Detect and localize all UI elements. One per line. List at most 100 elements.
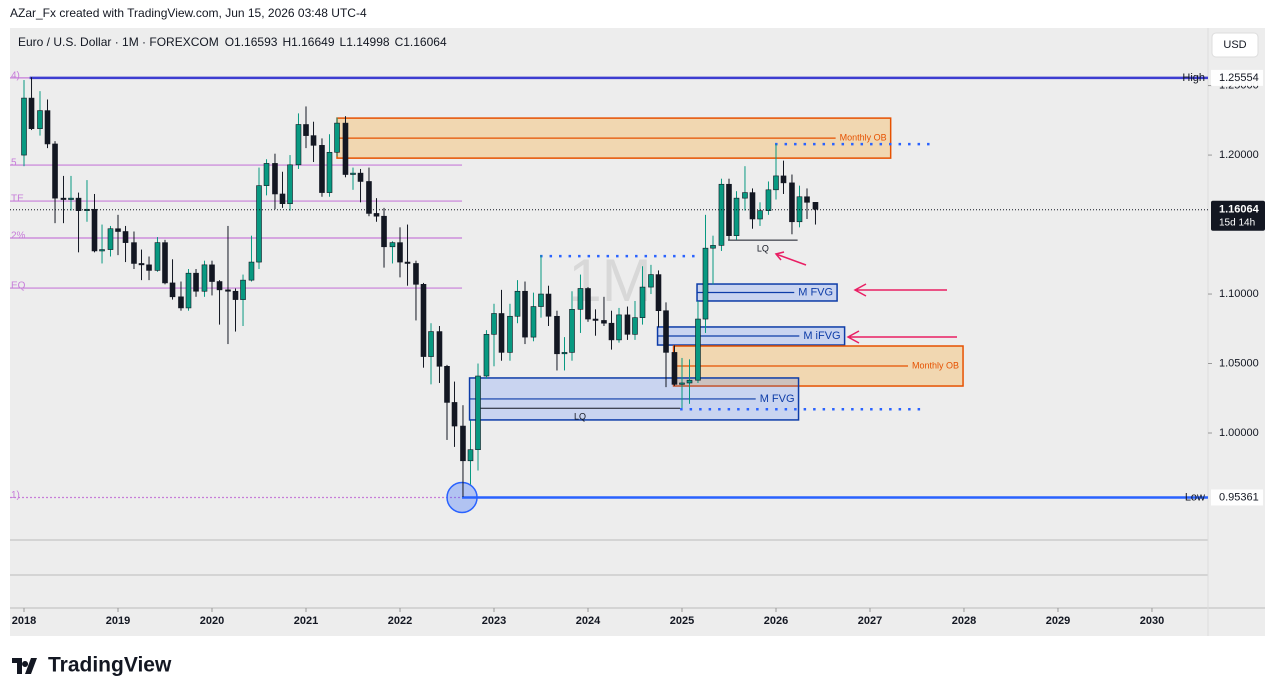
candle-body (68, 197, 74, 200)
candle-body (37, 110, 43, 129)
candle-body (601, 320, 607, 324)
candle-body (154, 242, 161, 271)
fib-label: 1) (11, 490, 20, 501)
candle-body (577, 288, 584, 310)
candle-body (460, 425, 466, 462)
candle-body (420, 284, 427, 357)
candle-body (812, 202, 819, 210)
arrow (846, 330, 957, 344)
candle-body (765, 189, 772, 211)
x-tick-label: 2022 (388, 615, 412, 627)
candle-body (773, 175, 779, 191)
candle-body (146, 264, 152, 271)
candle-body (616, 314, 622, 341)
fib-label: 2% (11, 231, 26, 242)
x-tick-label: 2026 (764, 615, 788, 627)
zone-label: Monthly OB (912, 360, 959, 370)
ohlc-item: H1.16649 (282, 35, 334, 49)
candle-body (107, 228, 114, 250)
candle-body (726, 183, 732, 236)
candle-body (444, 365, 450, 403)
candle-body (319, 145, 325, 193)
fib-label: 5 (11, 158, 17, 169)
zone-label: M iFVG (803, 330, 840, 342)
zone-label: Monthly OB (840, 132, 887, 142)
ohlc-part: 1.16649 (291, 35, 335, 49)
ohlc-item: O1.16593 (225, 35, 278, 49)
candle-body (263, 163, 270, 186)
candle-body (522, 290, 528, 338)
fib-label: EQ (11, 281, 26, 292)
candle-body (287, 164, 293, 205)
low-badge (1211, 489, 1263, 506)
ohlc-part: C (394, 35, 404, 49)
candle-body (757, 210, 763, 220)
candle-body (742, 192, 748, 199)
arrow (853, 283, 947, 297)
ohlc-item: L1.14998 (340, 35, 390, 49)
candle-body (789, 182, 795, 223)
x-tick-label: 2021 (294, 615, 318, 627)
symbol: Euro / U.S. Dollar · 1M · FOREXCOM (18, 35, 219, 49)
candle-body (44, 110, 51, 145)
candle-body (671, 352, 678, 385)
candle-body (592, 318, 599, 321)
candle-body (91, 208, 98, 252)
candle-body (702, 247, 709, 320)
high-badge (1211, 69, 1263, 86)
low-circle (446, 481, 478, 514)
candle-body (350, 172, 356, 175)
candle-body (201, 264, 208, 292)
candle-body (686, 379, 693, 384)
candle-body (256, 185, 262, 263)
x-tick-label: 2024 (576, 615, 601, 627)
candle-body (632, 317, 638, 335)
x-tick-label: 2029 (1046, 615, 1070, 627)
tradingview-logo (12, 658, 37, 674)
candle-body (28, 97, 35, 129)
candle-body (467, 449, 474, 462)
candle-body (303, 124, 309, 136)
high-value: 1.25554 (1219, 72, 1259, 84)
candle-body (193, 272, 199, 292)
x-tick-label: 2020 (200, 615, 224, 627)
candle-body (796, 196, 803, 223)
y-tick-label: 1.20000 (1219, 149, 1259, 161)
candle-body (780, 175, 787, 184)
fib-label: TE (11, 194, 24, 205)
currency-button[interactable] (1211, 32, 1259, 58)
candle-body (75, 197, 82, 211)
candle-body (514, 290, 521, 317)
last-price: 1.16064 (1219, 204, 1260, 216)
candle-body (122, 231, 129, 243)
x-tick-label: 2023 (482, 615, 506, 627)
candle-body (342, 122, 349, 175)
candle-body (428, 331, 434, 357)
candle-body (695, 318, 701, 381)
ohlc-part: H (282, 35, 292, 49)
ohlc-item: C1.16064 (395, 35, 447, 49)
x-tick-label: 2018 (12, 615, 36, 627)
ohlc-part: 1.14998 (346, 35, 390, 49)
low-label: Low (1185, 491, 1205, 503)
candle-body (507, 315, 513, 353)
candle-body (545, 293, 552, 317)
y-tick-label: 1.10000 (1219, 288, 1259, 300)
candle-body (397, 242, 403, 263)
lq-label: LQ (757, 243, 769, 253)
candle-body (483, 334, 490, 377)
low-value: 0.95361 (1219, 491, 1259, 503)
x-tick-label: 2019 (106, 615, 130, 627)
ohlc-part: 1.16593 (234, 35, 278, 49)
candle-body (310, 135, 317, 146)
candle-body (381, 215, 387, 248)
candle-body (60, 197, 67, 200)
y-tick-label: 1.00000 (1219, 427, 1259, 439)
currency[interactable]: USD (1223, 39, 1246, 51)
candle-body (334, 122, 340, 153)
candle-body (413, 263, 419, 285)
candle-body (475, 375, 481, 450)
brand: TradingView (48, 654, 172, 677)
